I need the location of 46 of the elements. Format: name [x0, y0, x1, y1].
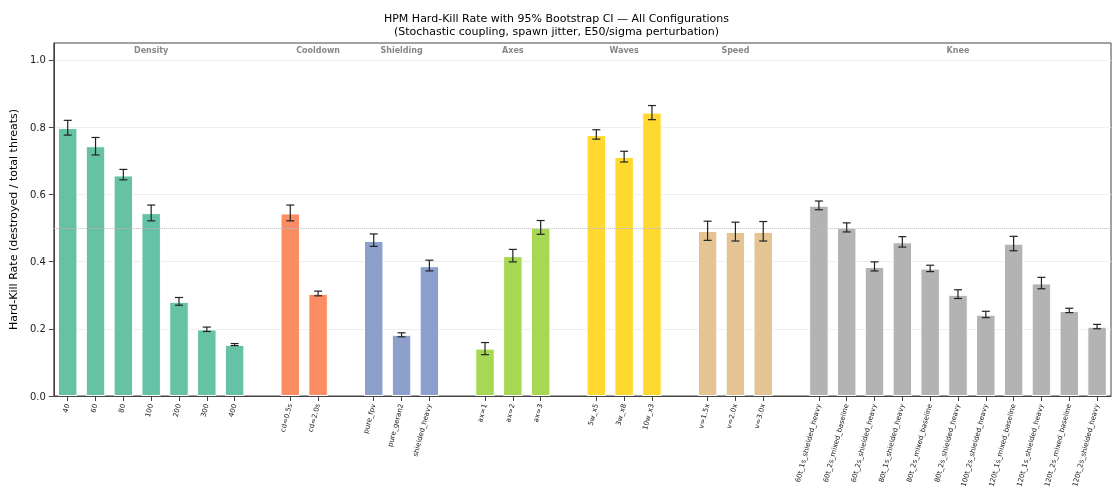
bar	[475, 348, 495, 396]
y-tick-label: 0.8	[29, 121, 46, 133]
bar	[113, 175, 134, 396]
bar	[586, 135, 607, 396]
bar	[197, 329, 217, 396]
y-tick-label: 1.0	[29, 54, 46, 66]
bar	[614, 156, 634, 396]
bar	[530, 227, 551, 396]
bar	[642, 112, 662, 396]
bar	[419, 266, 440, 396]
y-tick-label: 0.4	[29, 256, 46, 268]
bar	[697, 230, 718, 396]
bar	[920, 268, 940, 396]
bar	[1003, 243, 1024, 396]
bar	[753, 231, 773, 396]
bar	[224, 344, 245, 396]
y-tick-label: 0.0	[29, 390, 46, 402]
bar	[169, 301, 189, 396]
annotation: Shielding	[380, 45, 423, 55]
bar	[864, 266, 885, 396]
bar	[57, 128, 78, 396]
annotation: Speed	[721, 45, 750, 55]
annotation: Knee	[946, 45, 970, 55]
annotation: Cooldown	[296, 45, 341, 55]
bar	[308, 293, 328, 396]
chart-title: HPM Hard-Kill Rate with 95% Bootstrap CI — All Configurations	[383, 12, 730, 25]
annotation: Density	[134, 45, 170, 55]
bar	[85, 146, 106, 396]
y-axis-title: Hard-Kill Rate (destroyed / total threats)	[7, 108, 20, 331]
bar	[1031, 283, 1052, 396]
annotation: Axes	[502, 45, 524, 55]
bar	[948, 294, 968, 396]
y-tick-label: 0.2	[29, 323, 46, 335]
bar	[1059, 310, 1080, 396]
bar	[503, 256, 523, 396]
bar	[1087, 326, 1107, 396]
annotation: Waves	[609, 45, 640, 55]
bar	[391, 334, 412, 396]
bar	[364, 241, 384, 396]
bar	[976, 314, 996, 396]
bar	[725, 231, 746, 396]
y-tick-label: 0.6	[29, 188, 46, 200]
bar	[892, 242, 913, 396]
chart-subtitle: (Stochastic coupling, spawn jitter, E50/sigma perturbation)	[394, 25, 719, 38]
bar	[141, 213, 161, 396]
bar	[280, 213, 301, 396]
